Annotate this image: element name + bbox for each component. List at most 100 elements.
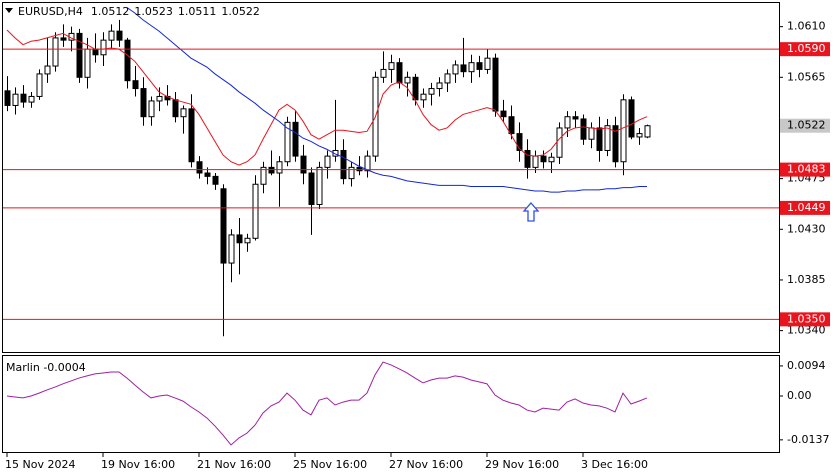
y-tick-label: 1.0430 <box>787 222 826 235</box>
candle-body <box>612 125 619 163</box>
x-tick-label: 27 Nov 16:00 <box>389 458 463 471</box>
candle-body <box>500 110 507 118</box>
candle-body <box>340 149 347 180</box>
close-value: 1.0522 <box>221 5 260 18</box>
candle-body <box>636 133 643 138</box>
up-arrow <box>522 202 540 222</box>
candle-body <box>388 62 395 70</box>
candle-body <box>180 108 187 118</box>
level-tag <box>780 42 830 57</box>
candle-body <box>84 48 91 78</box>
candle-body <box>620 99 627 163</box>
level-tag-label: 1.0590 <box>787 42 826 55</box>
candle-body <box>396 62 403 84</box>
main-plot <box>3 7 779 337</box>
level-tag-label: 1.0350 <box>787 312 826 325</box>
x-tick-label: 25 Nov 16:00 <box>293 458 367 471</box>
candle-body <box>508 116 515 135</box>
candle-body <box>244 237 251 244</box>
candle-body <box>556 127 563 158</box>
menu-triangle <box>5 8 13 13</box>
candle-body <box>116 30 123 41</box>
x-tick-label: 3 Dec 16:00 <box>581 458 648 471</box>
candle-body <box>276 161 283 174</box>
candle-body <box>324 155 331 168</box>
candle-body <box>44 65 51 75</box>
candle-body <box>260 166 267 185</box>
candle-body <box>300 155 307 174</box>
y-tick-label: -0.0137 <box>787 433 829 446</box>
candle-body <box>188 108 195 163</box>
candle-body <box>212 175 219 185</box>
candle-body <box>92 48 99 56</box>
candle-body <box>532 155 539 168</box>
y-tick-label: 1.0385 <box>787 273 826 286</box>
candle-body <box>108 30 115 41</box>
candle-body <box>132 80 139 90</box>
candle-body <box>100 39 107 56</box>
y-tick-label: 1.0340 <box>787 324 826 337</box>
candle-body <box>628 99 635 138</box>
x-tick-label: 29 Nov 16:00 <box>485 458 559 471</box>
x-tick-label: 19 Nov 16:00 <box>101 458 175 471</box>
candle-body <box>28 95 35 103</box>
y-tick-label: 1.0565 <box>787 70 826 83</box>
candle-body <box>308 172 315 206</box>
candle-body <box>268 166 275 174</box>
indicator-title: Marlin -0.0004 <box>6 361 86 374</box>
x-tick-label: 21 Nov 16:00 <box>197 458 271 471</box>
candle-body <box>596 127 603 151</box>
candle-body <box>364 155 371 172</box>
last-price-tag <box>780 118 830 133</box>
chart-header: EURUSD,H4 1.0512 1.0523 1.0511 1.0522 <box>18 5 260 18</box>
candle-body <box>124 39 131 82</box>
candle-body <box>52 37 59 67</box>
candle-body <box>412 76 419 101</box>
candle-body <box>196 161 203 174</box>
level-tag-label: 1.0483 <box>787 163 826 176</box>
indicator-line <box>6 361 648 446</box>
candle-body <box>644 125 651 138</box>
indicator-plot <box>6 361 648 446</box>
candle-body <box>12 93 19 106</box>
high-value: 1.0523 <box>134 5 173 18</box>
candle-body <box>476 62 483 70</box>
candle-body <box>76 32 83 78</box>
candle-body <box>484 57 491 70</box>
level-tag <box>780 200 830 215</box>
candle-body <box>380 68 387 78</box>
candle-body <box>588 127 595 140</box>
candle-body <box>492 57 499 112</box>
candle-body <box>236 234 243 244</box>
candle-body <box>572 116 579 120</box>
y-tick-label: 0.0094 <box>787 359 826 372</box>
y-tick-label: 0.00 <box>787 389 812 402</box>
candle-body <box>316 166 323 206</box>
candle-body <box>156 95 163 102</box>
candle-body <box>292 121 299 157</box>
level-tag-label: 1.0449 <box>787 201 826 214</box>
candle-body <box>404 76 411 84</box>
level-tag <box>780 162 830 177</box>
candle-body <box>452 64 459 75</box>
candle-body <box>356 166 363 172</box>
candle-body <box>564 116 571 129</box>
x-tick-label: 15 Nov 2024 <box>5 458 75 471</box>
candle-body <box>172 99 179 118</box>
moving-average-line <box>126 7 647 193</box>
candle-body <box>604 125 611 151</box>
candle-body <box>60 37 67 41</box>
candle-body <box>140 88 147 118</box>
candle-body <box>4 90 11 106</box>
indicator-panel <box>2 355 780 453</box>
candle-body <box>540 155 547 163</box>
candle-body <box>468 62 475 73</box>
candle-body <box>204 172 211 177</box>
candle-body <box>148 100 155 118</box>
candle-body <box>228 234 235 264</box>
symbol: EURUSD,H4 <box>18 5 83 18</box>
candle-body <box>252 183 259 239</box>
last-price-label: 1.0522 <box>787 119 826 132</box>
